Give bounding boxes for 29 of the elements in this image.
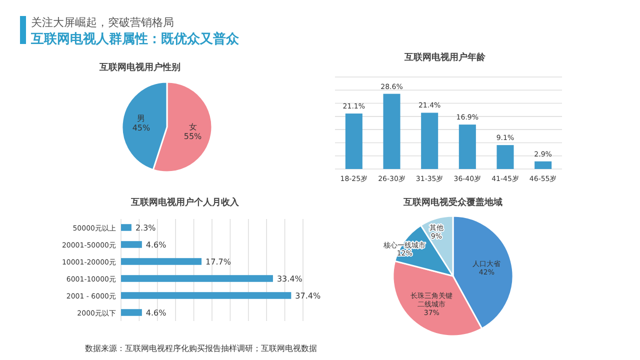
text: 互联网电视人群属性：既优众又普众 — [30, 31, 240, 47]
source-note: 数据来源：互联网电视程序化购买报告抽样调研；互联网电视数据 — [85, 344, 317, 353]
data-label: 4.6% — [146, 240, 167, 250]
bar — [121, 292, 292, 299]
bar — [121, 309, 142, 316]
chart-title: 互联网电视用户性别 — [98, 62, 180, 73]
text: 关注大屏崛起，突破营销格局 — [31, 16, 174, 29]
bar — [121, 258, 202, 265]
data-label: 17.7% — [206, 258, 232, 266]
bar — [345, 114, 362, 169]
chart-title: 互联网电视用户个人月收入 — [130, 197, 240, 208]
slice-label: 女 — [188, 122, 197, 132]
data-label: 2.3% — [135, 224, 156, 232]
chart-title: 互联网电视受众覆盖地域 — [402, 197, 502, 208]
bar — [534, 161, 552, 169]
bar — [496, 145, 514, 169]
bar — [383, 94, 400, 169]
bar — [121, 275, 273, 282]
slice-label: 男 — [137, 114, 146, 124]
data-label: 37.4% — [295, 292, 321, 300]
data-label: 33.4% — [276, 274, 303, 284]
bar — [421, 112, 438, 169]
data-label: 4.6% — [146, 308, 167, 318]
data-label: 45% — [132, 124, 151, 133]
bar — [121, 224, 132, 231]
bar — [121, 241, 142, 248]
data-label: 55% — [184, 132, 202, 141]
bar — [458, 124, 476, 169]
chart-title: 互联网电视用户年龄 — [404, 52, 486, 63]
